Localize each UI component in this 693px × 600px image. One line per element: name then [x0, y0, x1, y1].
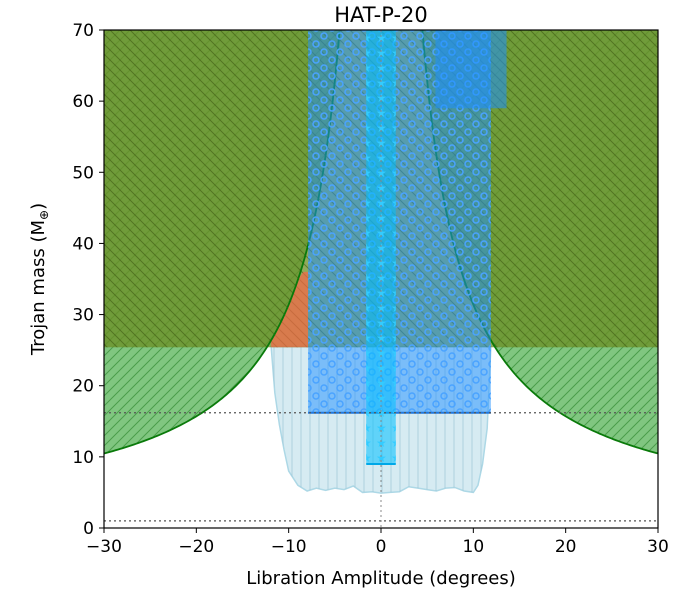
y-axis: 0 10 20 30 40 50 60 70: [72, 21, 104, 539]
regions: [104, 30, 658, 494]
y-tick-label: 70: [72, 21, 94, 41]
y-tick-label: 40: [72, 234, 94, 254]
x-tick-label: 20: [555, 537, 577, 557]
x-tick-label: −30: [86, 537, 122, 557]
y-tick-label: 50: [72, 163, 94, 183]
reference-lines: [104, 30, 658, 528]
y-tick-label: 0: [83, 519, 94, 539]
x-tick-label: 0: [376, 537, 387, 557]
x-tick-label: −10: [271, 537, 307, 557]
x-tick-label: 10: [463, 537, 485, 557]
x-tick-label: −20: [178, 537, 214, 557]
blue-top-bar: [435, 30, 507, 109]
x-axis-label: Libration Amplitude (degrees): [246, 568, 516, 589]
y-tick-label: 30: [72, 306, 94, 326]
x-tick-label: 30: [647, 537, 669, 557]
red-wedge: [271, 271, 309, 348]
y-tick-label: 20: [72, 377, 94, 397]
plot-area: [104, 30, 658, 528]
y-tick-label: 60: [72, 92, 94, 112]
y-tick-label: 10: [72, 448, 94, 468]
x-axis: −30 −20 −10 0 10 20 30: [86, 528, 669, 557]
green-curve-left: [104, 31, 341, 455]
chart-title: HAT-P-20: [334, 3, 428, 27]
y-axis-label: Trojan mass (M⊕): [28, 203, 51, 356]
